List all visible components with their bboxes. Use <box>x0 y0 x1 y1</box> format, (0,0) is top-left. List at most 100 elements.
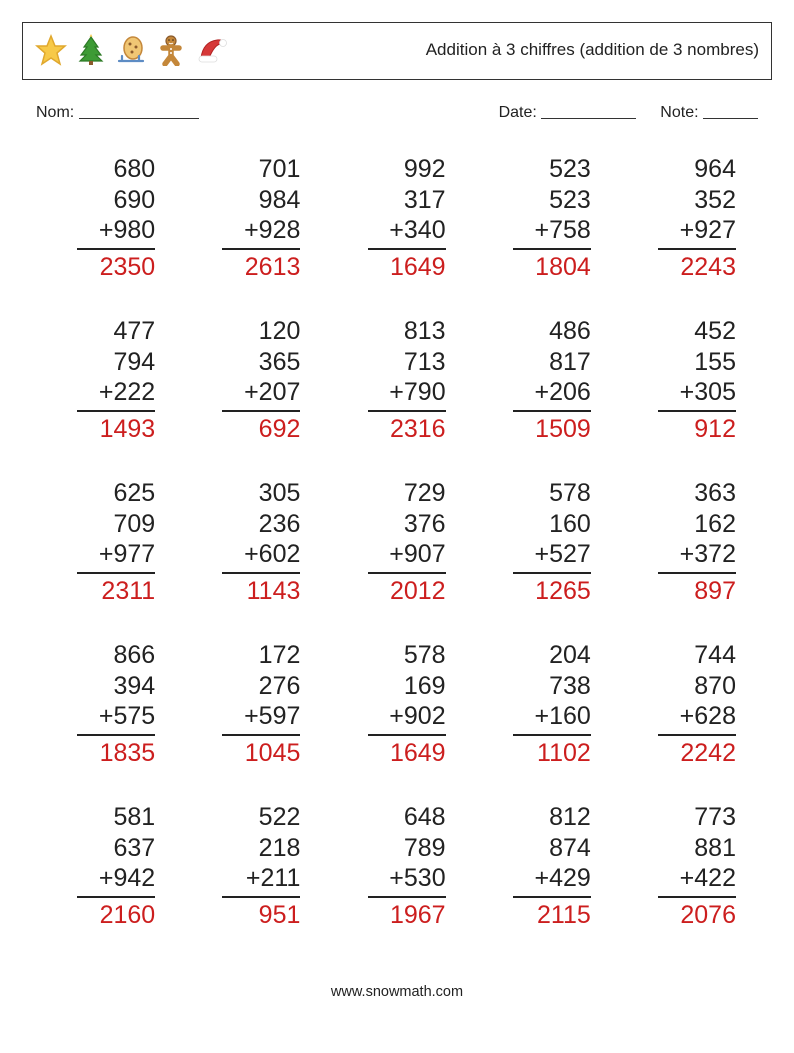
answer: 1967 <box>390 900 446 931</box>
addend-3-line: +211 <box>246 863 300 894</box>
addend-3-line: +429 <box>534 863 590 894</box>
addend-1: 744 <box>694 640 736 671</box>
footer-text: www.snowmath.com <box>0 984 794 1000</box>
addend-1: 866 <box>113 640 155 671</box>
addend-3-line: +160 <box>534 701 590 732</box>
problem: 581637+9422160 <box>44 802 169 930</box>
problem: 120365+207692 <box>189 316 314 444</box>
sum-rule <box>658 410 736 412</box>
header-icons <box>35 34 227 66</box>
addend-2: 874 <box>549 833 591 864</box>
answer: 1045 <box>245 738 301 769</box>
sum-rule <box>658 734 736 736</box>
addend-1: 773 <box>694 802 736 833</box>
problem: 701984+9282613 <box>189 154 314 282</box>
addend-2: 817 <box>549 347 591 378</box>
problem: 578160+5271265 <box>480 478 605 606</box>
addend-3-line: +602 <box>244 539 300 570</box>
problem: 866394+5751835 <box>44 640 169 768</box>
addend-3-line: +575 <box>99 701 155 732</box>
sum-rule <box>658 896 736 898</box>
sum-rule <box>222 410 300 412</box>
sum-rule <box>77 734 155 736</box>
addend-3-line: +942 <box>99 863 155 894</box>
sum-rule <box>222 734 300 736</box>
addend-1: 172 <box>259 640 301 671</box>
worksheet-title: Addition à 3 chiffres (addition de 3 nom… <box>426 40 759 60</box>
sum-rule <box>513 572 591 574</box>
answer: 2242 <box>680 738 736 769</box>
problem: 625709+9772311 <box>44 478 169 606</box>
answer: 692 <box>259 414 301 445</box>
addend-3-line: +372 <box>680 539 736 570</box>
star-icon <box>35 34 67 66</box>
problem: 578169+9021649 <box>334 640 459 768</box>
addend-3-line: +628 <box>680 701 736 732</box>
name-label: Nom: <box>36 104 74 121</box>
sum-rule <box>658 572 736 574</box>
name-blank <box>79 118 199 119</box>
answer: 951 <box>259 900 301 931</box>
date-field: Date: <box>499 104 637 122</box>
addend-1: 578 <box>549 478 591 509</box>
problem: 204738+1601102 <box>480 640 605 768</box>
addend-1: 578 <box>404 640 446 671</box>
date-label: Date: <box>499 104 537 121</box>
sum-rule <box>77 410 155 412</box>
sled-icon <box>115 34 147 66</box>
addend-3-line: +597 <box>244 701 300 732</box>
problem: 729376+9072012 <box>334 478 459 606</box>
addend-2: 523 <box>549 185 591 216</box>
addend-1: 523 <box>549 154 591 185</box>
addend-3-line: +305 <box>680 377 736 408</box>
problem: 648789+5301967 <box>334 802 459 930</box>
addend-1: 812 <box>549 802 591 833</box>
sum-rule <box>222 248 300 250</box>
addend-3-line: +928 <box>244 215 300 246</box>
sum-rule <box>513 248 591 250</box>
addend-2: 794 <box>113 347 155 378</box>
addend-3-line: +340 <box>389 215 445 246</box>
addend-1: 992 <box>404 154 446 185</box>
addend-1: 452 <box>694 316 736 347</box>
problem: 992317+340 1649 <box>334 154 459 282</box>
addend-2: 690 <box>113 185 155 216</box>
hat-icon <box>195 34 227 66</box>
addend-1: 522 <box>259 802 301 833</box>
problem: 523523+7581804 <box>480 154 605 282</box>
addend-3-line: +977 <box>99 539 155 570</box>
addend-2: 236 <box>259 509 301 540</box>
answer: 1143 <box>247 576 301 607</box>
problem: 522218+211951 <box>189 802 314 930</box>
addend-2: 365 <box>259 347 301 378</box>
answer: 897 <box>694 576 736 607</box>
addend-2: 789 <box>404 833 446 864</box>
addend-3-line: +902 <box>389 701 445 732</box>
addend-3-line: +207 <box>244 377 300 408</box>
addend-3-line: +530 <box>389 863 445 894</box>
note-blank <box>703 118 758 119</box>
sum-rule <box>77 248 155 250</box>
tree-icon <box>75 34 107 66</box>
addend-2: 155 <box>694 347 736 378</box>
addend-2: 637 <box>113 833 155 864</box>
addend-2: 376 <box>404 509 446 540</box>
sum-rule <box>368 572 446 574</box>
sum-rule <box>222 572 300 574</box>
addend-3-line: +222 <box>99 377 155 408</box>
answer: 1649 <box>390 738 446 769</box>
addend-1: 204 <box>549 640 591 671</box>
sum-rule <box>513 410 591 412</box>
addend-2: 162 <box>694 509 736 540</box>
answer: 1649 <box>390 252 446 283</box>
addend-3-line: +980 <box>99 215 155 246</box>
addend-1: 729 <box>404 478 446 509</box>
problem: 773881+4222076 <box>625 802 750 930</box>
addend-2: 317 <box>404 185 446 216</box>
problem: 812874+4292115 <box>480 802 605 930</box>
addend-3-line: +790 <box>389 377 445 408</box>
problem: 363162+372897 <box>625 478 750 606</box>
answer: 2311 <box>101 576 155 607</box>
addend-2: 881 <box>694 833 736 864</box>
problems-grid: 680690+9802350701984+9282613992317+34016… <box>44 154 750 930</box>
